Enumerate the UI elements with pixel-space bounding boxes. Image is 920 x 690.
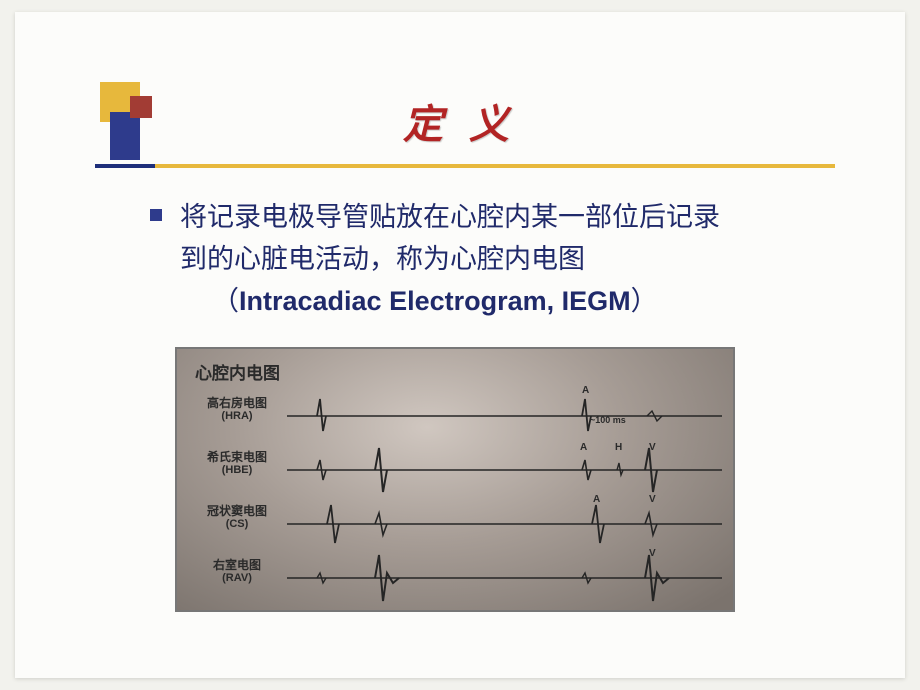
trace-row-rav: 右室电图 (RAV) V bbox=[177, 553, 733, 603]
electrogram-diagram: 心腔内电图 高右房电图 (HRA) A 希氏束电图 (HBE) bbox=[175, 347, 735, 612]
trace-label-en: (HRA) bbox=[187, 410, 287, 422]
marker-v: V bbox=[649, 494, 656, 505]
trace-row-cs: 冠状窦电图 (CS) A V bbox=[177, 499, 733, 549]
text-line-3: （Intracadiac Electrogram, IEGM） bbox=[180, 286, 658, 316]
trace-label-en: (RAV) bbox=[187, 572, 287, 584]
trace-cs bbox=[287, 499, 722, 549]
trace-label-cn: 高右房电图 bbox=[207, 396, 267, 410]
trace-label-cn: 右室电图 bbox=[213, 558, 261, 572]
paren-open: （ bbox=[212, 286, 239, 316]
trace-row-hbe: 希氏束电图 (HBE) A H V ~100 ms bbox=[177, 445, 733, 495]
page-title: 定 义 bbox=[15, 92, 905, 150]
title-underline bbox=[95, 164, 835, 168]
trace-label-cn: 希氏束电图 bbox=[207, 450, 267, 464]
marker-v: V bbox=[649, 442, 656, 453]
bullet-item: 将记录电极导管贴放在心腔内某一部位后记录 到的心脏电活动，称为心腔内电图 （In… bbox=[150, 197, 850, 323]
paren-close: ） bbox=[631, 286, 658, 316]
content-block: 将记录电极导管贴放在心腔内某一部位后记录 到的心脏电活动，称为心腔内电图 （In… bbox=[150, 197, 850, 323]
trace-label-rav: 右室电图 (RAV) bbox=[187, 559, 287, 584]
trace-label-cn: 冠状窦电图 bbox=[207, 504, 267, 518]
trace-label-hbe: 希氏束电图 (HBE) bbox=[187, 451, 287, 476]
slide: 定 义 将记录电极导管贴放在心腔内某一部位后记录 到的心脏电活动，称为心腔内电图… bbox=[15, 12, 905, 678]
marker-h: H bbox=[615, 442, 622, 453]
diagram-heading: 心腔内电图 bbox=[195, 359, 280, 384]
trace-label-en: (HBE) bbox=[187, 464, 287, 476]
text-line-2: 到的心脏电活动，称为心腔内电图 bbox=[180, 244, 585, 274]
marker-a: A bbox=[582, 385, 589, 396]
text-line-1: 将记录电极导管贴放在心腔内某一部位后记录 bbox=[180, 202, 720, 232]
trace-rav bbox=[287, 553, 722, 603]
trace-hra bbox=[287, 391, 722, 441]
interval-label: ~100 ms bbox=[590, 415, 626, 425]
trace-label-cs: 冠状窦电图 (CS) bbox=[187, 505, 287, 530]
marker-a: A bbox=[580, 442, 587, 453]
marker-v: V bbox=[649, 548, 656, 559]
trace-label-hra: 高右房电图 (HRA) bbox=[187, 397, 287, 422]
marker-a: A bbox=[593, 494, 600, 505]
term-english: Intracadiac Electrogram, IEGM bbox=[239, 286, 631, 316]
trace-hbe bbox=[287, 445, 722, 495]
bullet-icon bbox=[150, 209, 162, 221]
body-text: 将记录电极导管贴放在心腔内某一部位后记录 到的心脏电活动，称为心腔内电图 （In… bbox=[180, 197, 720, 323]
trace-label-en: (CS) bbox=[187, 518, 287, 530]
trace-row-hra: 高右房电图 (HRA) A bbox=[177, 391, 733, 441]
